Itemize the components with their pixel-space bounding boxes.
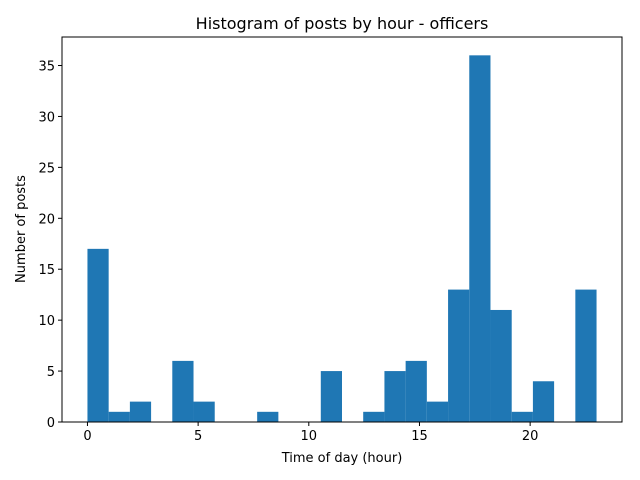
histogram-bar-17	[448, 289, 470, 422]
histogram-bar-11	[320, 371, 342, 422]
x-tick-label: 15	[411, 429, 428, 444]
y-tick-label: 10	[38, 314, 55, 329]
x-tick-label: 5	[194, 429, 202, 444]
histogram-bar-21	[532, 381, 555, 422]
histogram-bar-18	[469, 55, 491, 422]
histogram-bar-0	[87, 248, 109, 422]
y-axis-ticks: 0 5 10 15 20 25 30 35	[38, 60, 62, 431]
y-tick-label: 35	[38, 60, 55, 75]
histogram-bar-8	[257, 411, 279, 422]
histogram-bar-2	[129, 401, 152, 422]
x-tick-label: 0	[83, 429, 91, 444]
histogram-bar-13	[363, 411, 385, 422]
y-axis-label: Number of posts	[14, 175, 29, 283]
histogram-bar-23	[575, 289, 597, 422]
histogram-bar-19	[490, 309, 512, 422]
y-tick-label: 25	[38, 161, 55, 176]
y-tick-label: 0	[47, 416, 55, 431]
histogram-bar-14	[384, 371, 406, 422]
x-tick-label: 20	[522, 429, 539, 444]
histogram-bar-15	[405, 360, 427, 422]
bars-group	[87, 55, 597, 422]
x-tick-label: 10	[301, 429, 318, 444]
histogram-bar-16	[426, 401, 449, 422]
histogram-bar-5	[193, 401, 215, 422]
x-axis-ticks: 0 5 10 15 20	[83, 422, 538, 444]
histogram-bar-4	[172, 360, 194, 422]
y-tick-label: 5	[47, 365, 55, 380]
y-tick-label: 20	[38, 212, 55, 227]
histogram-bar-1	[108, 411, 130, 422]
histogram-bar-20	[511, 411, 533, 422]
y-tick-label: 15	[38, 263, 55, 278]
x-axis-label: Time of day (hour)	[281, 451, 403, 466]
chart-title: Histogram of posts by hour - officers	[196, 14, 489, 33]
y-tick-label: 30	[38, 110, 55, 125]
plot-frame	[61, 36, 623, 423]
